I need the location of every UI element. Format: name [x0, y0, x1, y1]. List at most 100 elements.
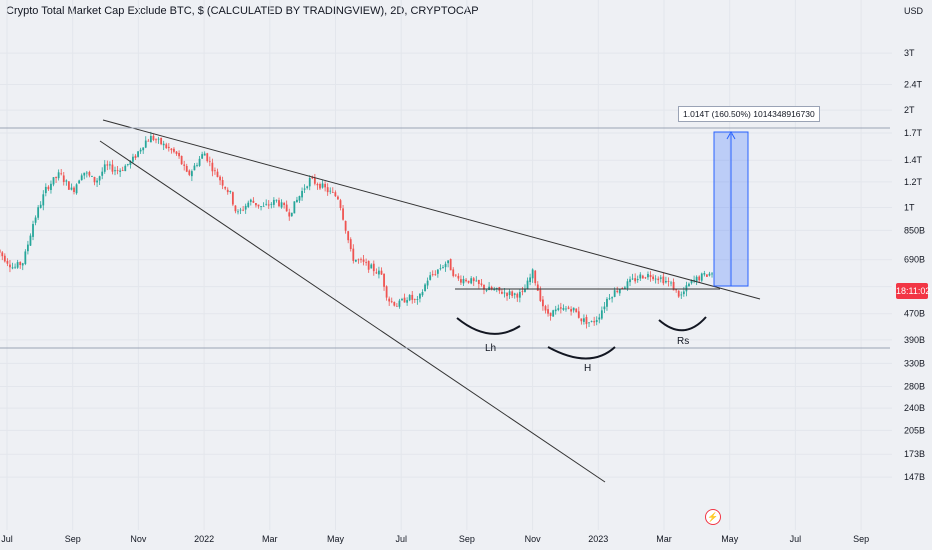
candle-body	[21, 263, 24, 266]
candle-body	[175, 151, 178, 154]
candle-body	[544, 306, 547, 311]
candle-body	[390, 301, 393, 303]
y-tick-label: 850B	[904, 225, 925, 235]
chart-title: Crypto Total Market Cap Exclude BTC, $ (…	[6, 5, 479, 17]
candle-body	[280, 202, 283, 208]
candle-body	[383, 273, 385, 287]
candle-body	[219, 176, 221, 181]
candle-body	[126, 164, 129, 165]
candle-body	[185, 165, 188, 172]
candle-body	[539, 289, 542, 301]
price-axis: 3T2.4T2T1.7T1.4T1.2T1T850B690B570B470B39…	[904, 6, 925, 482]
candle-body	[647, 273, 649, 278]
candle-body	[247, 202, 250, 207]
candle-body	[406, 300, 409, 303]
candle-body	[431, 274, 434, 276]
candle-body	[375, 272, 378, 274]
candle-body	[334, 192, 337, 197]
candle-body	[426, 280, 429, 286]
candle-body	[588, 322, 590, 324]
x-tick-label: Sep	[459, 534, 475, 544]
candle-body	[147, 140, 150, 142]
candle-body	[685, 285, 688, 292]
candle-body	[608, 298, 611, 300]
x-tick-label: Sep	[65, 534, 81, 544]
candle-body	[472, 278, 475, 282]
candle-body	[457, 275, 460, 279]
x-tick-label: Sep	[853, 534, 869, 544]
candle-body	[552, 310, 555, 317]
candle-body	[585, 317, 588, 325]
candle-body	[536, 284, 539, 291]
candle-body	[303, 188, 306, 190]
candle-body	[621, 287, 624, 289]
x-tick-label: Nov	[130, 534, 147, 544]
candle-body	[249, 199, 252, 202]
y-tick-label: 330B	[904, 358, 925, 368]
candle-body	[708, 273, 711, 276]
candle-body	[244, 205, 247, 210]
y-tick-label: 147B	[904, 472, 925, 482]
candle-body	[34, 217, 37, 223]
candle-body	[562, 308, 565, 310]
candle-body	[0, 249, 1, 253]
candle-body	[32, 224, 34, 237]
candle-body	[88, 172, 91, 176]
candle-body	[324, 183, 327, 188]
x-tick-label: Jul	[790, 534, 802, 544]
x-tick-label: 2023	[588, 534, 608, 544]
y-tick-label: 2.4T	[904, 79, 923, 89]
candle-body	[483, 284, 485, 290]
y-tick-label: 280B	[904, 382, 925, 392]
candle-body	[503, 292, 506, 294]
candle-body	[659, 277, 662, 279]
candle-body	[196, 165, 198, 166]
candle-body	[577, 311, 580, 318]
candle-body	[6, 260, 9, 264]
candle-body	[201, 154, 204, 159]
candle-body	[454, 274, 457, 276]
candle-body	[65, 180, 68, 182]
candle-body	[83, 172, 86, 176]
y-tick-label: 470B	[904, 309, 925, 319]
candle-body	[485, 290, 488, 291]
candle-body	[370, 264, 373, 269]
candle-body	[590, 321, 593, 322]
candle-body	[349, 239, 352, 250]
candle-body	[134, 155, 137, 158]
candle-body	[516, 293, 519, 298]
candle-body	[272, 199, 275, 205]
y-tick-label: 1.2T	[904, 177, 923, 187]
candle-body	[639, 274, 642, 279]
candle-body	[67, 181, 70, 190]
candle-body	[531, 269, 534, 279]
current-price-tag: 18:11:02	[896, 283, 930, 299]
candle-body	[85, 172, 88, 174]
candle-body	[50, 183, 52, 190]
candle-body	[662, 276, 665, 284]
candle-body	[493, 289, 496, 291]
candle-body	[162, 143, 165, 146]
candle-body	[542, 299, 544, 307]
candle-body	[675, 289, 678, 291]
candle-body	[262, 205, 265, 207]
y-tick-label: 1.7T	[904, 128, 923, 138]
tradingview-logo-icon[interactable]: ⚡	[705, 509, 721, 525]
candle-body	[157, 138, 160, 140]
candle-body	[242, 209, 245, 211]
candle-body	[388, 298, 391, 302]
candle-body	[636, 279, 639, 281]
candle-body	[339, 200, 342, 208]
candle-body	[559, 307, 562, 309]
candle-body	[326, 187, 329, 193]
candle-body	[306, 186, 309, 188]
candle-body	[700, 273, 703, 281]
candle-body	[19, 261, 22, 266]
candle-body	[506, 292, 508, 297]
candle-body	[183, 164, 186, 166]
chart-grid	[0, 0, 892, 530]
candle-body	[644, 277, 647, 279]
candle-body	[73, 187, 75, 192]
x-tick-label: Jul	[1, 534, 13, 544]
